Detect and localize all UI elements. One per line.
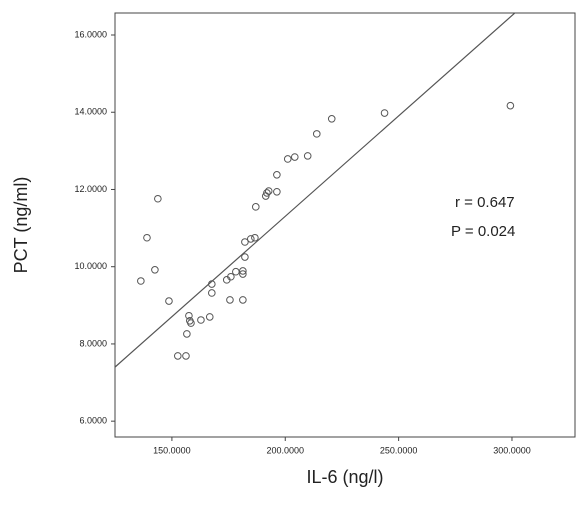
data-point [241, 238, 249, 246]
x-axis-title: IL-6 (ng/l) [306, 467, 383, 487]
data-point [239, 296, 247, 304]
x-tick-label: 200.0000 [266, 445, 304, 455]
data-point [327, 115, 336, 123]
y-axis-title: PCT (ng/ml) [11, 177, 31, 274]
data-point [205, 313, 214, 321]
data-point [151, 265, 159, 274]
data-point [239, 270, 247, 278]
data-point [251, 203, 260, 211]
data-point [251, 233, 259, 242]
data-point [264, 187, 273, 195]
data-point [173, 352, 182, 360]
data-point [226, 296, 234, 304]
data-point [143, 233, 151, 242]
data-point [273, 187, 281, 196]
data-point [154, 194, 162, 203]
x-tick-label: 300.0000 [493, 445, 531, 455]
annotation: r = 0.647 [455, 194, 515, 211]
data-point [182, 352, 190, 360]
data-point [208, 280, 216, 288]
data-point [506, 101, 515, 110]
data-point [208, 289, 216, 297]
data-point [187, 319, 195, 327]
data-point [283, 155, 292, 163]
data-point [273, 170, 281, 179]
data-point [312, 130, 321, 138]
data-point [227, 272, 235, 281]
data-point [183, 330, 191, 338]
x-tick-label: 250.0000 [380, 445, 418, 455]
data-point [290, 153, 299, 161]
fit-line [115, 13, 516, 368]
data-point [197, 316, 205, 324]
data-point [380, 109, 389, 117]
annotation: P = 0.024 [451, 223, 515, 240]
data-point [137, 277, 145, 285]
y-tick-label: 12.0000 [74, 184, 107, 194]
x-tick-label: 150.0000 [153, 445, 191, 455]
data-point [263, 189, 271, 197]
data-point [232, 267, 240, 276]
data-point [247, 235, 255, 243]
y-tick-label: 16.0000 [74, 29, 107, 39]
y-tick-label: 8.0000 [79, 338, 107, 348]
data-point [241, 253, 249, 261]
data-point [185, 311, 193, 320]
data-point [165, 297, 173, 305]
y-tick-label: 10.0000 [74, 261, 107, 271]
data-point [303, 152, 312, 160]
y-tick-label: 14.0000 [74, 107, 107, 117]
plot-frame [114, 12, 576, 438]
data-point [239, 267, 247, 275]
y-tick-label: 6.0000 [79, 416, 107, 426]
